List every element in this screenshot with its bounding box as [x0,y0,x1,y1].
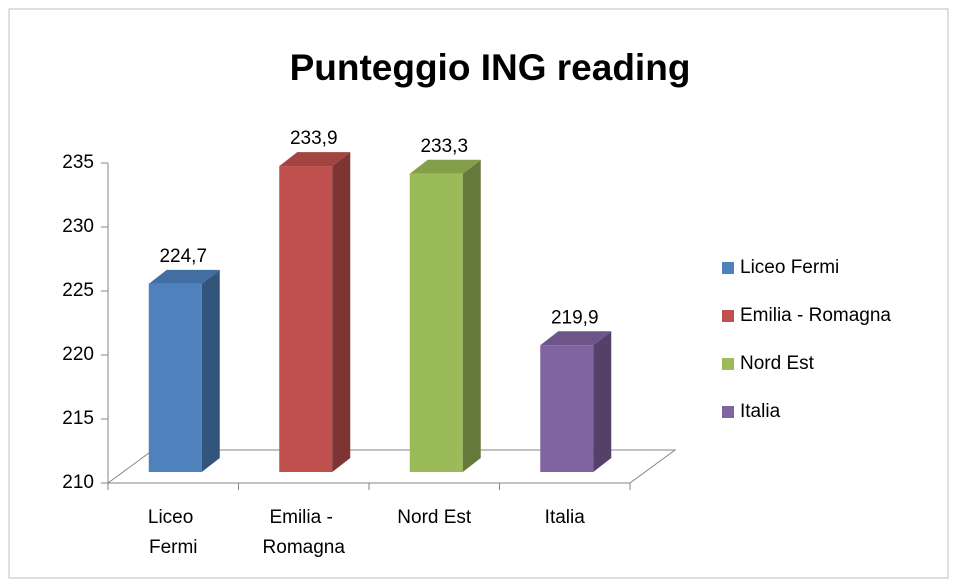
bar-front [148,283,202,472]
y-tick-label: 235 [62,152,94,173]
bar-top [279,152,351,167]
x-tick-label: Italia [545,507,586,528]
bar-front [279,166,333,472]
chart-title: Punteggio ING reading [290,47,691,88]
legend-label: Liceo Fermi [740,257,839,278]
value-label: 219,9 [551,307,599,328]
bar [148,269,220,472]
value-label: 233,9 [290,128,338,149]
x-tick-label: Liceo Fermi [148,507,199,558]
bar-front [409,173,463,472]
y-tick-label: 230 [62,216,94,237]
y-tick-label: 215 [62,408,94,429]
bar-front [540,345,594,472]
bar [540,331,612,472]
legend-swatch [722,310,734,322]
bar [409,159,481,472]
value-label: 233,3 [420,136,468,157]
bar-top [148,269,220,284]
legend-label: Nord Est [740,353,815,374]
value-label: 224,7 [159,246,207,267]
legend-swatch [722,262,734,274]
x-tick-label: Nord Est [397,507,472,528]
bar-side [201,269,220,472]
bar-side [332,152,351,472]
legend-label: Italia [740,401,781,422]
y-tick-label: 220 [62,344,94,365]
legend-label: Emilia - Romagna [740,305,891,326]
y-tick-label: 210 [62,472,94,493]
x-tick-label: Emilia - Romagna [263,507,346,558]
bar-top [409,159,481,174]
bar-side [462,159,481,472]
bar-side [593,331,612,472]
legend-swatch [722,406,734,418]
bar [279,152,351,472]
legend-swatch [722,358,734,370]
floor [106,449,677,484]
bar-top [540,331,612,346]
y-tick-label: 225 [62,280,94,301]
